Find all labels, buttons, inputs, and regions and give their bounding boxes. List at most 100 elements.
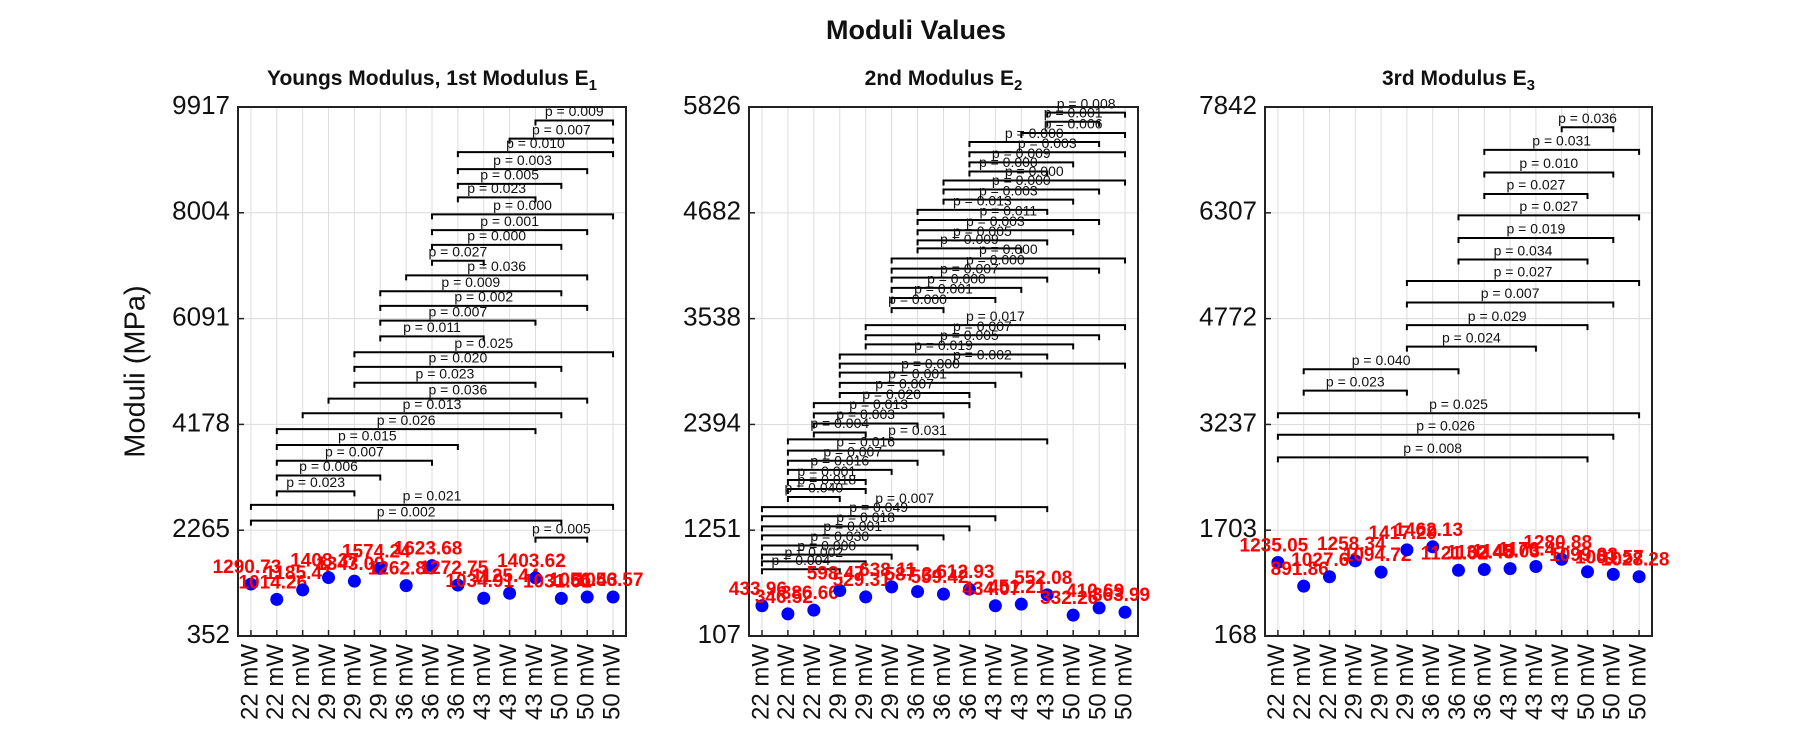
significance-bracket xyxy=(1560,126,1615,133)
significance-bracket xyxy=(760,553,893,560)
x-tick-label: 43 mW xyxy=(1033,644,1060,720)
significance-bracket xyxy=(1276,456,1589,463)
value-label: 598.47 xyxy=(807,564,865,585)
significance-bracket xyxy=(916,229,1075,236)
x-tick-label: 43 mW xyxy=(469,644,496,720)
p-value-label: p = 0.002 xyxy=(454,289,513,305)
significance-bracket xyxy=(353,381,537,388)
data-point xyxy=(580,590,594,604)
p-value-label: p = 0.003 xyxy=(1018,135,1077,151)
significance-bracket xyxy=(890,297,997,304)
data-point xyxy=(859,590,873,604)
value-label: 332.26 xyxy=(1040,588,1098,609)
data-point xyxy=(1555,552,1569,566)
significance-bracket xyxy=(812,412,945,419)
p-value-label: p = 0.020 xyxy=(428,350,487,366)
p-value-label: p = 0.000 xyxy=(966,251,1025,267)
significance-bracket xyxy=(431,243,563,250)
p-value-label: p = 0.000 xyxy=(888,291,947,307)
y-tick-label: 9917 xyxy=(172,90,230,120)
x-tick-label: 50 mW xyxy=(1624,644,1651,720)
value-label: 1417.29 xyxy=(1369,523,1438,544)
p-value-label: p = 0.025 xyxy=(1429,396,1488,412)
significance-bracket xyxy=(1405,279,1641,286)
value-label: 587.34 xyxy=(885,565,944,586)
significance-bracket xyxy=(405,274,589,281)
p-value-label: p = 0.025 xyxy=(454,335,513,351)
value-label: 1028.28 xyxy=(1601,550,1670,571)
significance-bracket xyxy=(327,397,589,404)
p-value-label: p = 0.016 xyxy=(836,433,895,449)
significance-bracket xyxy=(864,324,1127,331)
p-value-label: p = 0.003 xyxy=(836,406,895,422)
value-label: 1574.24 xyxy=(342,541,411,562)
x-tick-label: 43 mW xyxy=(1547,644,1574,720)
significance-bracket xyxy=(456,168,589,175)
significance-bracket xyxy=(1483,171,1615,178)
data-point xyxy=(988,599,1002,613)
significance-bracket xyxy=(786,479,867,486)
p-value-label: p = 0.023 xyxy=(467,180,526,196)
data-point xyxy=(807,603,821,617)
x-tick-label: 29 mW xyxy=(1341,644,1368,720)
x-tick-label: 50 mW xyxy=(1084,644,1111,720)
data-point xyxy=(1040,588,1054,602)
p-value-label: p = 0.005 xyxy=(532,520,591,536)
significance-bracket xyxy=(275,459,433,466)
significance-bracket xyxy=(812,422,919,429)
x-tick-label: 22 mW xyxy=(1315,644,1342,720)
significance-bracket xyxy=(1046,120,1101,127)
p-value-label: p = 0.009 xyxy=(545,103,604,119)
significance-bracket xyxy=(760,515,997,522)
value-label: 559.42 xyxy=(910,567,968,588)
subplot-title-text: 2nd Modulus E xyxy=(865,67,1014,90)
data-point xyxy=(755,599,769,613)
data-point xyxy=(528,571,542,585)
data-point xyxy=(606,590,620,604)
x-tick-label: 29 mW xyxy=(314,644,341,720)
value-label: 552.08 xyxy=(1014,568,1072,589)
p-value-label: p = 0.036 xyxy=(1558,110,1617,126)
p-value-label: p = 0.013 xyxy=(849,396,908,412)
p-value-label: p = 0.007 xyxy=(940,260,999,276)
data-point xyxy=(1477,563,1491,577)
significance-bracket xyxy=(838,353,1049,360)
significance-bracket xyxy=(760,544,919,551)
data-point xyxy=(1581,565,1594,579)
value-label: 1623.68 xyxy=(394,539,463,560)
value-label: 1061.57 xyxy=(1575,547,1644,568)
data-point xyxy=(1400,543,1414,557)
x-tick-label: 29 mW xyxy=(1392,644,1419,720)
data-point xyxy=(554,591,568,605)
value-label: 1099.93 xyxy=(1549,545,1618,566)
significance-bracket xyxy=(1302,389,1408,396)
value-label: 1145.03 xyxy=(1472,542,1540,563)
p-value-label: p = 0.008 xyxy=(1403,440,1462,456)
p-value-label: p = 0.000 xyxy=(1005,125,1064,141)
x-tick-label: 22 mW xyxy=(747,644,774,720)
x-tick-label: 22 mW xyxy=(799,644,826,720)
p-value-label: p = 0.040 xyxy=(1352,352,1411,368)
p-value-label: p = 0.013 xyxy=(953,193,1012,209)
data-point xyxy=(1632,570,1646,584)
x-tick-label: 29 mW xyxy=(851,644,878,720)
significance-bracket xyxy=(786,468,893,475)
significance-bracket xyxy=(275,428,537,435)
p-value-label: p = 0.018 xyxy=(836,509,895,525)
value-label: 433.96 xyxy=(729,579,787,600)
p-value-label: p = 0.027 xyxy=(1519,198,1578,214)
significance-bracket xyxy=(760,525,971,532)
x-tick-label: 36 mW xyxy=(1444,644,1471,720)
p-value-label: p = 0.023 xyxy=(1326,373,1385,389)
y-tick-label: 6307 xyxy=(1199,196,1257,226)
value-label: 1121.02 xyxy=(1421,543,1489,564)
subplot-title-subscript: 3 xyxy=(1527,77,1535,94)
x-tick-label: 22 mW xyxy=(1289,644,1316,720)
p-value-label: p = 0.002 xyxy=(784,544,843,560)
significance-bracket xyxy=(431,229,589,236)
value-label: 1056.57 xyxy=(575,570,644,591)
axes-box xyxy=(748,106,1139,637)
p-value-label: p = 0.010 xyxy=(506,135,565,151)
x-tick-label: 50 mW xyxy=(1599,644,1626,720)
p-value-label: p = 0.000 xyxy=(467,228,526,244)
